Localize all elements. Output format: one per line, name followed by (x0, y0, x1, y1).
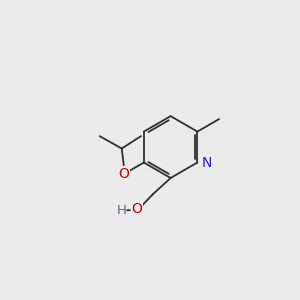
Text: N: N (201, 155, 212, 170)
Text: O: O (131, 202, 142, 217)
Text: O: O (118, 167, 129, 181)
Text: H: H (117, 205, 127, 218)
